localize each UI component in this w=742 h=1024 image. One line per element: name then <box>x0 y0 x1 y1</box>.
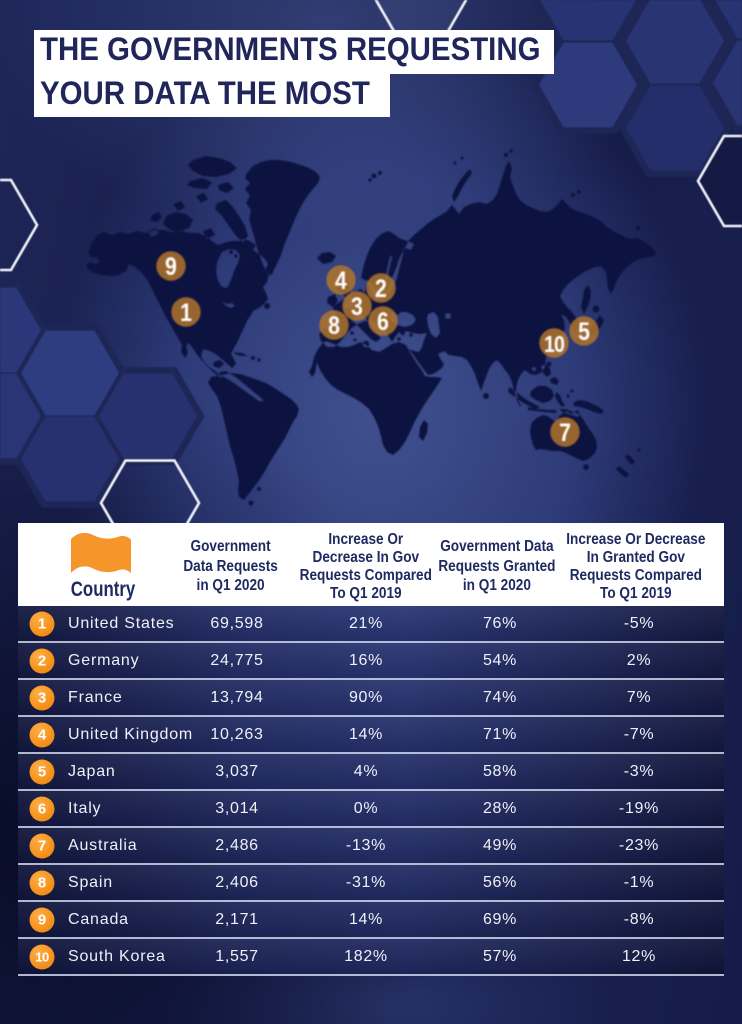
svg-text:10: 10 <box>544 332 564 358</box>
svg-text:9: 9 <box>165 252 177 280</box>
svg-text:2: 2 <box>375 274 387 302</box>
svg-text:6: 6 <box>377 307 389 335</box>
svg-text:7: 7 <box>559 418 571 446</box>
svg-text:3: 3 <box>351 292 363 320</box>
svg-text:4: 4 <box>335 266 347 294</box>
svg-text:5: 5 <box>578 317 590 345</box>
svg-text:8: 8 <box>328 311 340 339</box>
svg-text:1: 1 <box>180 298 192 326</box>
